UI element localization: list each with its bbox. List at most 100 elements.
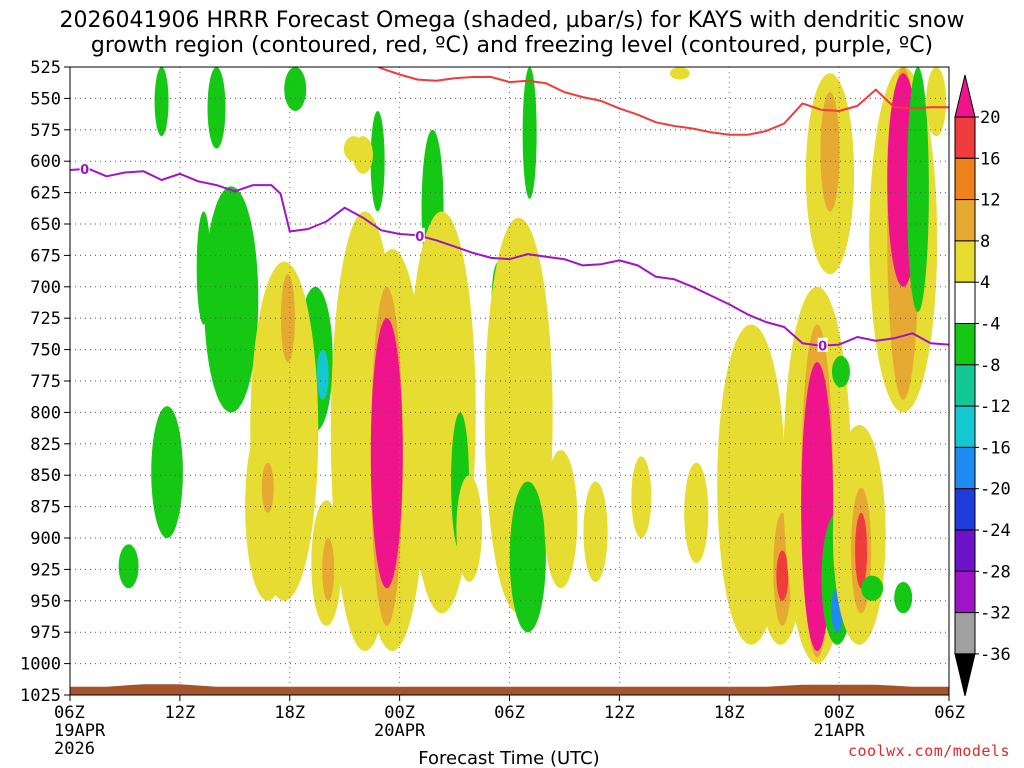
- y-tick-label: 1025: [20, 686, 61, 706]
- colorbar-label: 16: [980, 149, 1000, 169]
- x-tick-year: 2026: [54, 739, 95, 759]
- omega-region: [322, 538, 335, 601]
- y-tick-label: 950: [30, 592, 61, 612]
- omega-region: [894, 581, 913, 614]
- y-tick-label: 825: [30, 435, 61, 455]
- freezing-level-label: 0: [818, 340, 827, 355]
- freezing-level-contour: [70, 167, 949, 347]
- omega-region: [196, 211, 211, 325]
- contour-label-bg: [79, 160, 90, 175]
- omega-region: [855, 512, 868, 589]
- omega-region: [280, 274, 295, 363]
- omega-region: [522, 67, 537, 199]
- y-tick-label: 975: [30, 623, 61, 643]
- source-credit: coolwx.com/models: [847, 742, 1010, 760]
- y-tick-label: 625: [30, 184, 61, 204]
- colorbar: 20 16 12 8 4 -4 -8 -12 -16 -20 -24 -28 -32 -36: [954, 74, 1011, 697]
- x-tick-label: 06Z: [494, 703, 525, 723]
- dendritic-growth-contour: [376, 67, 949, 136]
- contour-label-bg: [817, 337, 828, 352]
- colorbar-label: 8: [980, 232, 990, 252]
- omega-region: [820, 92, 840, 212]
- y-tick-label: 575: [30, 121, 61, 141]
- x-tick-label: 18Z: [274, 703, 305, 723]
- x-tick-label: 00Z: [384, 703, 415, 723]
- freezing-level-label: 0: [415, 230, 424, 245]
- x-tick-label: 12Z: [165, 703, 196, 723]
- omega-region: [370, 318, 403, 589]
- omega-region: [669, 67, 690, 80]
- omega-region: [154, 67, 169, 137]
- colorbar-top-arrow: [954, 74, 976, 118]
- colorbar-swatch: [954, 281, 976, 325]
- colorbar-swatch: [954, 157, 976, 201]
- colorbar-swatch: [954, 405, 976, 448]
- y-tick-label: 850: [30, 466, 61, 486]
- colorbar-label: -16: [980, 438, 1011, 458]
- omega-region: [906, 67, 929, 312]
- y-tick-label: 875: [30, 498, 61, 518]
- colorbar-label: -32: [980, 604, 1011, 624]
- colorbar-swatch: [954, 199, 976, 242]
- omega-region: [509, 481, 546, 633]
- x-tick-label: 06Z: [54, 703, 85, 723]
- y-tick-label: 700: [30, 278, 61, 298]
- colorbar-swatch: [954, 570, 976, 614]
- colorbar-label: -12: [980, 397, 1011, 417]
- y-tick-label: 675: [30, 246, 61, 266]
- omega-shading-layer: [118, 67, 947, 664]
- chart-title-line-2: growth region (contoured, red, ºC) and f…: [90, 33, 934, 58]
- colorbar-swatch: [954, 116, 976, 159]
- omega-region: [343, 136, 364, 162]
- omega-region: [684, 462, 709, 564]
- contour-lines-layer: 0 0 0: [70, 67, 949, 355]
- x-tick-label: 18Z: [714, 703, 745, 723]
- colorbar-swatch: [954, 446, 976, 490]
- colorbar-label: -20: [980, 480, 1011, 500]
- y-tick-label: 750: [30, 341, 61, 361]
- omega-region: [284, 67, 307, 111]
- colorbar-label: 12: [980, 191, 1000, 211]
- colorbar-label: -28: [980, 562, 1011, 582]
- y-tick-label: 1000: [20, 655, 61, 675]
- colorbar-label: -36: [980, 645, 1011, 665]
- omega-region: [316, 349, 329, 400]
- colorbar-label: 4: [980, 273, 990, 293]
- omega-region: [261, 462, 274, 513]
- colorbar-label: -4: [980, 315, 1000, 335]
- omega-region: [118, 544, 139, 589]
- colorbar-label: 20: [980, 108, 1000, 128]
- y-tick-label: 800: [30, 403, 61, 423]
- colorbar-swatch: [954, 323, 976, 366]
- omega-region: [776, 550, 789, 601]
- x-tick-date: 20APR: [374, 721, 426, 741]
- freezing-level-label: 0: [80, 163, 89, 178]
- y-tick-label: 900: [30, 529, 61, 549]
- omega-region: [456, 475, 483, 582]
- omega-region: [370, 110, 385, 212]
- y-axis: 525 550 575 600 625 650 675 700 725 750 775 800 825 8…: [20, 58, 70, 706]
- y-tick-label: 550: [30, 89, 61, 109]
- omega-region: [207, 67, 226, 149]
- y-tick-label: 525: [30, 58, 61, 78]
- colorbar-bottom-arrow: [954, 653, 976, 697]
- omega-region: [861, 575, 884, 601]
- x-tick-date: 21APR: [814, 721, 866, 741]
- y-tick-label: 775: [30, 372, 61, 392]
- colorbar-swatch: [954, 488, 976, 531]
- colorbar-label: -8: [980, 356, 1000, 376]
- omega-region: [631, 456, 652, 538]
- omega-region: [151, 406, 183, 538]
- colorbar-swatch: [954, 364, 976, 407]
- y-tick-label: 925: [30, 560, 61, 580]
- omega-region: [831, 355, 850, 388]
- omega-region: [583, 481, 608, 582]
- contour-label-bg: [414, 227, 425, 242]
- colorbar-label: -24: [980, 521, 1011, 541]
- y-tick-label: 600: [30, 152, 61, 172]
- x-tick-date: 19APR: [54, 721, 106, 741]
- colorbar-swatch: [954, 612, 976, 655]
- colorbar-swatch: [954, 529, 976, 572]
